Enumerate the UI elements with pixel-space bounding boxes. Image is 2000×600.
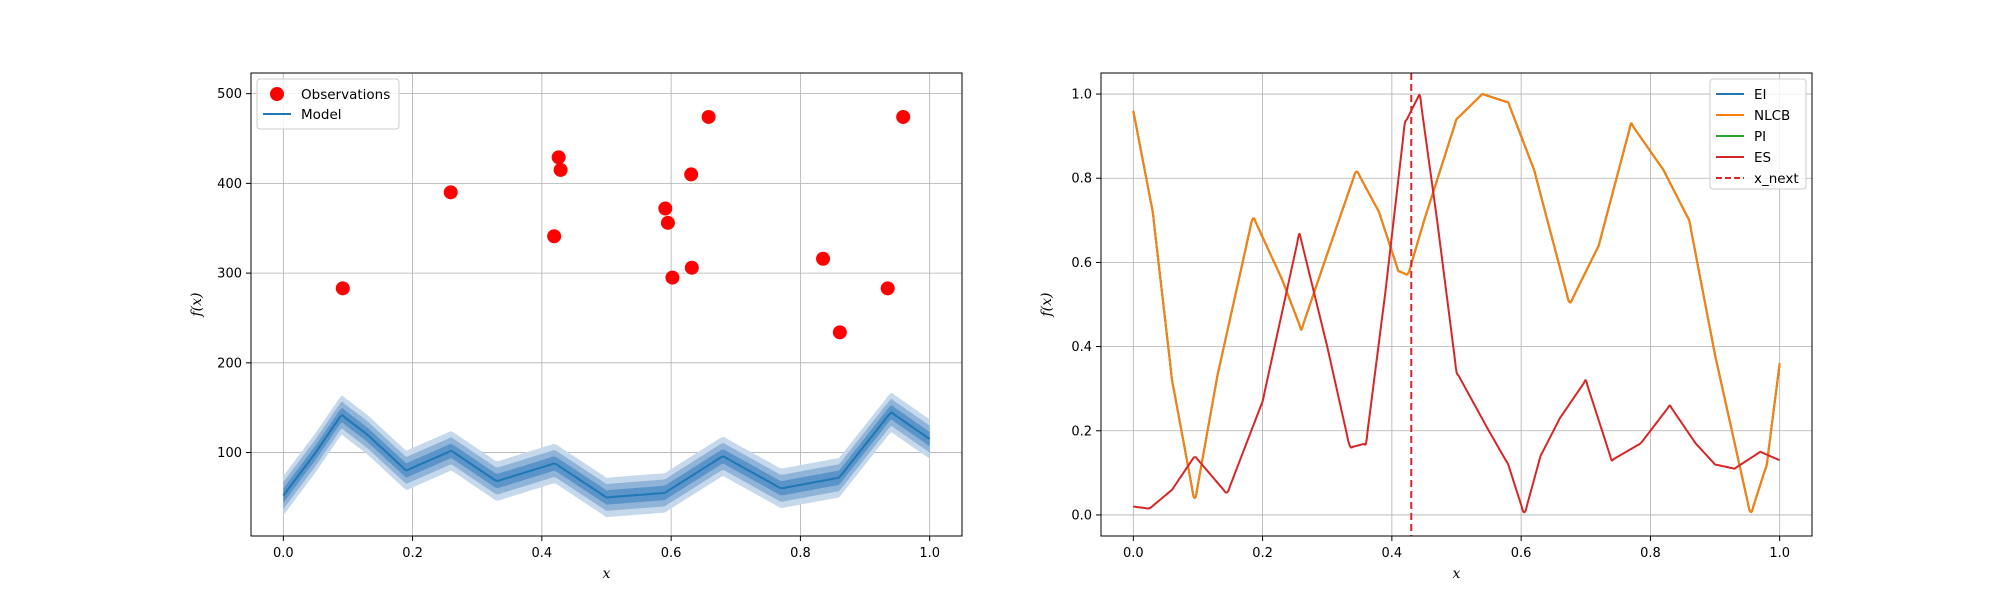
model-line (282, 411, 931, 499)
left-y-ticks: 100 200 300 400 500 (217, 87, 251, 461)
legend-label: x_next (1754, 171, 1799, 187)
y-tick-label: 300 (217, 267, 242, 282)
observation-point (701, 109, 716, 124)
legend-label: Model (301, 107, 342, 123)
legend-box (256, 78, 400, 130)
y-tick-label: 100 (217, 446, 242, 461)
y-tick-label: 0.6 (1071, 256, 1092, 271)
right-chart-panel: 0.0 0.2 0.4 0.6 0.8 1.0 0.00.20.40.60.81.0 x … (1039, 72, 1813, 582)
legend-box (1709, 78, 1807, 190)
observation-point (684, 260, 699, 275)
observation-point (832, 325, 847, 340)
right-axes-frame (1100, 72, 1813, 537)
model-mean-line (282, 411, 931, 499)
y-tick-label: 0.2 (1071, 424, 1092, 439)
x-tick-label: 0.4 (1382, 546, 1403, 561)
x-tick-label: 1.0 (1769, 546, 1790, 561)
left-x-axis-label: x (603, 566, 611, 582)
left-x-ticks: 0.0 0.2 0.4 0.6 0.8 1.0 (273, 536, 940, 561)
es-line (1133, 93, 1781, 514)
observation-point (443, 185, 458, 200)
left-axes-frame (250, 72, 963, 537)
observation-point (335, 281, 350, 296)
legend-label: ES (1754, 150, 1771, 166)
x-tick-label: 0.2 (402, 546, 423, 561)
right-x-axis-label: x (1453, 566, 1461, 582)
legend-label: Observations (301, 87, 390, 103)
observation-points (335, 109, 911, 340)
x-tick-label: 0.2 (1252, 546, 1273, 561)
y-tick-label: 0.4 (1071, 340, 1092, 355)
confidence-band (283, 405, 930, 505)
legend-label: NLCB (1754, 108, 1790, 124)
right-grid (1101, 73, 1812, 536)
nlcb-line (1132, 93, 1781, 513)
y-tick-label: 500 (217, 87, 242, 102)
observation-point (547, 229, 562, 244)
left-chart-panel: 0.0 0.2 0.4 0.6 0.8 1.0 100 200 300 400 500 x f(x… (189, 72, 963, 582)
right-y-axis-label: f(x) (1039, 292, 1055, 317)
observation-point (816, 251, 831, 266)
left-grid (251, 73, 962, 536)
y-tick-label: 1.0 (1071, 88, 1092, 103)
y-tick-label: 400 (217, 177, 242, 192)
y-tick-label: 0.0 (1071, 508, 1092, 523)
observation-point (551, 150, 566, 165)
observation-point (660, 215, 675, 230)
model-uncertainty-bands (283, 392, 930, 518)
right-y-ticks: 0.0 0.2 0.4 0.6 0.8 1.0 (1071, 88, 1101, 523)
acquisition-lines (1132, 93, 1781, 514)
legend-marker-observations (270, 87, 284, 101)
x-tick-label: 1.0 (919, 546, 940, 561)
left-y-axis-label: f(x) (189, 292, 205, 317)
observation-point (684, 167, 699, 182)
observation-point (658, 201, 673, 216)
x-tick-label: 0.8 (790, 546, 811, 561)
x-tick-label: 0.6 (1511, 546, 1532, 561)
right-legend: EI NLCB PI ES x_next (1709, 78, 1807, 190)
right-x-ticks: 0.0 0.2 0.4 0.6 0.8 1.0 (1123, 536, 1790, 561)
observation-point (665, 270, 680, 285)
x-tick-label: 0.6 (661, 546, 682, 561)
observation-point (896, 109, 911, 124)
observation-point (880, 281, 895, 296)
y-tick-label: 200 (217, 356, 242, 371)
x-tick-label: 0.0 (273, 546, 294, 561)
x-tick-label: 0.8 (1640, 546, 1661, 561)
legend-label: EI (1754, 87, 1767, 103)
left-legend: Observations Model (256, 78, 400, 130)
legend-label: PI (1754, 129, 1766, 145)
observation-point (553, 162, 568, 177)
x-tick-label: 0.4 (532, 546, 553, 561)
x-tick-label: 0.0 (1123, 546, 1144, 561)
y-tick-label: 0.8 (1071, 172, 1092, 187)
